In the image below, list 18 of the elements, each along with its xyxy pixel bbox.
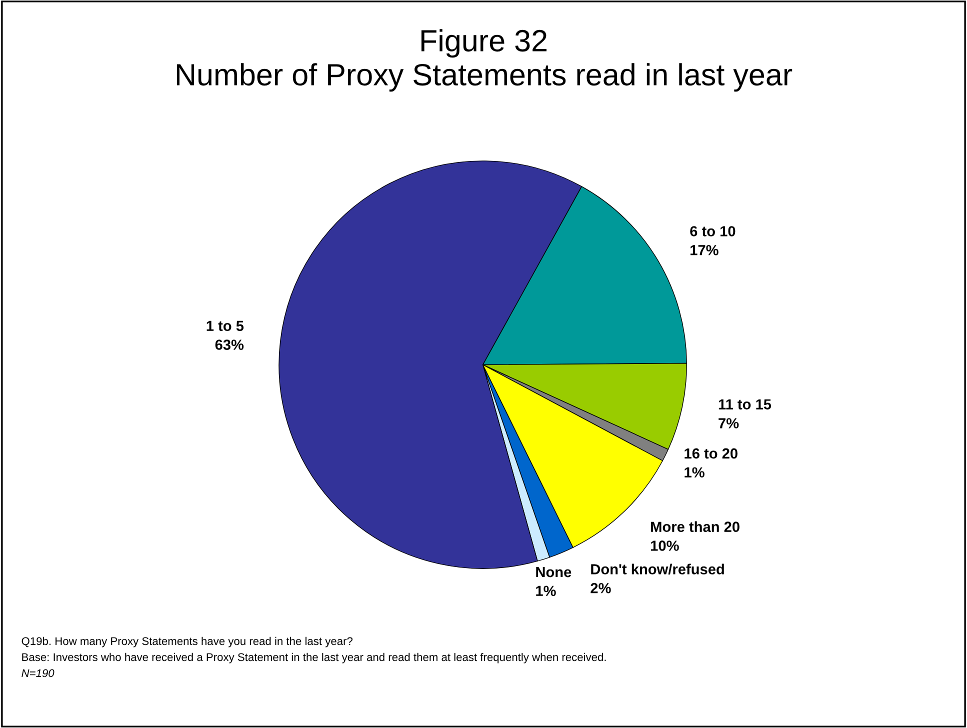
chart-title: Figure 32 Number of Proxy Statements read in last year xyxy=(176,29,792,92)
slice-label: Don't know/refused xyxy=(591,564,724,575)
data-label: 7% xyxy=(718,418,739,428)
text: Base: Investors who have received a Proxy Statement in the last year and read them at least frequently when received. xyxy=(22,652,606,664)
data-label: 1% xyxy=(536,586,556,596)
slice-label: More than 20 xyxy=(651,521,740,532)
text: N=190 xyxy=(22,669,54,678)
slice-label: 1 to 5 xyxy=(206,320,244,332)
data-label: 2% xyxy=(590,582,611,594)
data-label: 10% xyxy=(651,540,679,551)
data-label: 1% xyxy=(684,467,704,478)
data-label: 17% xyxy=(690,245,718,256)
slice-label: 6 to 10 xyxy=(690,226,736,236)
slice-label: 16 to 20 xyxy=(684,448,738,459)
slice-label: None xyxy=(536,567,572,578)
data-label: 63% xyxy=(215,340,244,350)
slice-label: 11 to 15 xyxy=(718,399,772,410)
text: Q19b. How many Proxy Statements have you read in the last year? xyxy=(22,636,353,648)
